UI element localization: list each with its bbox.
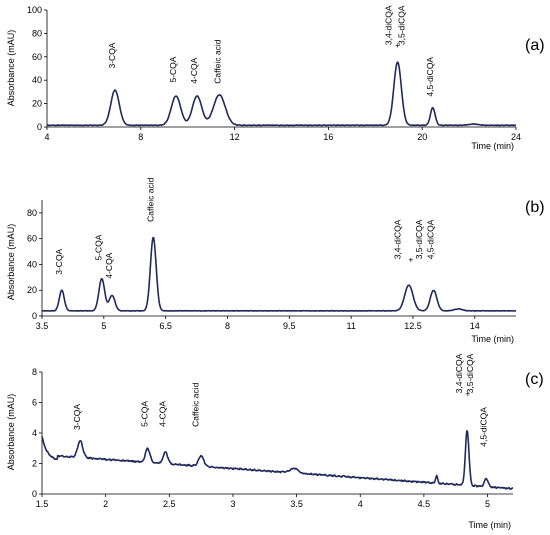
x-tick-label: 5: [101, 321, 106, 331]
x-tick-label: 1.5: [36, 499, 49, 509]
peak-label: 4-CQA: [157, 401, 167, 427]
peak-label: 4,5-diCQA: [425, 57, 435, 97]
x-tick-label: 6.5: [159, 321, 172, 331]
y-tick-label: 4: [32, 428, 37, 438]
panel-label: (b): [525, 199, 545, 216]
x-tick-label: 4: [358, 499, 363, 509]
x-tick-label: 4: [44, 132, 49, 142]
x-tick-label: 2.5: [163, 499, 176, 509]
x-tick-label: 24: [511, 132, 521, 142]
peak-label: 4,5-diCQA: [478, 407, 488, 447]
x-tick-label: 8: [225, 321, 230, 331]
panel-label: (c): [525, 371, 544, 388]
x-tick-label: 4.5: [418, 499, 431, 509]
x-tick-label: 11: [346, 321, 355, 331]
peak-label: Caffeic acid: [145, 177, 155, 222]
peak-label: 3,5-diCQA: [465, 353, 475, 393]
y-tick-label: 40: [32, 75, 42, 85]
y-tick-label: 20: [32, 99, 42, 109]
peak-label: 3,4-diCQA: [393, 219, 403, 259]
y-tick-label: 40: [27, 259, 37, 269]
peak-label: 3,5-diCQA: [414, 219, 424, 259]
y-tick-label: 2: [32, 459, 37, 469]
peak-label: 3-CQA: [54, 248, 64, 274]
x-axis-title: Time (min): [471, 141, 514, 151]
panel-label: (a): [525, 37, 545, 54]
x-tick-label: 5: [485, 499, 490, 509]
chart-panel-2: 0 20 40 60 80 3.5 5 6.5 8 9.5 11 12.5 14 Time (min) Ab…: [6, 177, 545, 344]
y-axis-title: Absorbance (mAU): [6, 224, 16, 301]
chromatogram-trace: [41, 429, 514, 490]
x-tick-label: 12.5: [404, 321, 422, 331]
peak-label: +: [408, 254, 413, 264]
y-tick-label: 0: [37, 122, 42, 132]
peak-label: 4-CQA: [189, 57, 199, 83]
peak-label: +: [465, 388, 470, 398]
peak-label: 4-CQA: [104, 252, 114, 278]
y-tick-label: 20: [27, 285, 37, 295]
x-tick-label: 3.5: [290, 499, 303, 509]
peak-label: Caffeic acid: [213, 39, 223, 84]
peak-label: 3-CQA: [107, 42, 117, 68]
peak-label: 3-CQA: [72, 404, 82, 430]
chart-panel-3: 0 2 4 6 8 1.5 2 2.5 3 3.5 4 4.5 5 Time (min) Absorbanc…: [6, 353, 544, 530]
x-tick-label: 3: [230, 499, 235, 509]
y-tick-label: 60: [32, 52, 42, 62]
x-tick-label: 12: [230, 132, 240, 142]
peak-label: 3,4-diCQA: [384, 5, 394, 45]
x-tick-label: 2: [103, 499, 108, 509]
peak-label: 5-CQA: [94, 234, 104, 260]
y-axis-title: Absorbance (mAU): [6, 394, 16, 471]
x-tick-label: 16: [323, 132, 333, 142]
x-axis-title: Time (min): [471, 334, 514, 344]
y-tick-label: 6: [32, 398, 37, 408]
x-axis-title: Time (min): [468, 520, 511, 530]
y-tick-label: 0: [32, 311, 37, 321]
x-tick-label: 8: [138, 132, 143, 142]
y-tick-label: 100: [27, 5, 42, 15]
x-tick-label: 3.5: [36, 321, 49, 331]
x-tick-label: 9.5: [283, 321, 296, 331]
peak-label: +: [395, 40, 400, 50]
peak-label: Caffeic acid: [191, 382, 201, 427]
peak-label: 5-CQA: [140, 401, 150, 427]
x-tick-label: 20: [417, 132, 427, 142]
y-tick-label: 0: [32, 489, 37, 499]
peak-label: 4,5-diCQA: [426, 219, 436, 259]
chromatogram-trace: [46, 61, 517, 127]
peak-label: 3,4-diCQA: [454, 353, 464, 393]
y-tick-label: 8: [32, 367, 37, 377]
y-axis-title: Absorbance (mAU): [6, 30, 16, 107]
chromatogram-trace: [41, 236, 517, 312]
peak-label: 5-CQA: [168, 56, 178, 82]
y-tick-label: 60: [27, 234, 37, 244]
x-tick-label: 14: [470, 321, 480, 331]
y-tick-label: 80: [27, 208, 37, 218]
y-tick-label: 80: [32, 28, 42, 38]
peak-label: 3,5-diCQA: [397, 5, 407, 45]
